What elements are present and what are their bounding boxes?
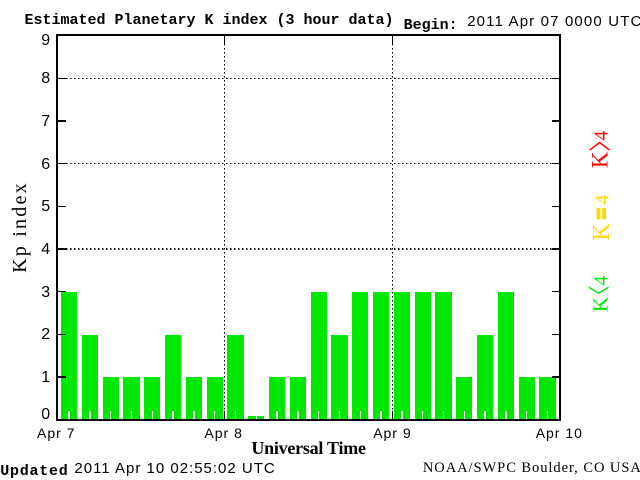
svg-text:K: K [588,296,612,312]
svg-text:4: 4 [591,195,613,205]
svg-text:4: 4 [590,131,612,141]
svg-text:K: K [589,223,615,241]
svg-text:4: 4 [590,276,612,286]
svg-text:K: K [587,151,612,168]
